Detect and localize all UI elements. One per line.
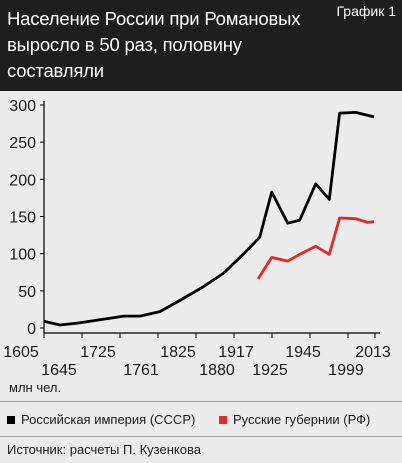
legend-label-rf: Русские губернии (РФ): [233, 412, 370, 427]
x-tick-label-1917: 1917: [218, 344, 254, 361]
x-tick-label-2013: 2013: [355, 344, 391, 361]
chart-title-line-1: Население России при Романовых: [7, 6, 337, 32]
y-tick-label-100: 100: [9, 247, 36, 264]
y-tick-label-300: 300: [9, 98, 36, 115]
y-tick-label-250: 250: [9, 135, 36, 152]
legend-item-empire: Российская империя (СССР): [7, 412, 195, 427]
legend-swatch-red: [219, 416, 227, 424]
y-tick-label-50: 50: [18, 284, 36, 301]
x-tick-label-1725: 1725: [80, 344, 116, 361]
x-tick-label-1605: 1605: [3, 344, 39, 361]
source-footer: Источник: расчеты П. Кузенкова: [0, 436, 402, 463]
chart-number-label: График 1: [336, 3, 396, 19]
y-tick-label-150: 150: [9, 210, 36, 227]
chart-title-line-2: выросло в 50 раз, половину составляли: [7, 32, 337, 84]
legend-item-rf: Русские губернии (РФ): [219, 412, 370, 427]
source-text: Источник: расчеты П. Кузенкова: [7, 442, 201, 457]
legend-swatch-black: [7, 416, 15, 424]
chart-header: Население России при Романовых выросло в…: [0, 0, 402, 91]
x-tick-label-1645: 1645: [41, 362, 77, 379]
plot-area: 0 50 100 150 200 250 300 1605 1725 1825 1917 1945 20…: [0, 91, 402, 401]
x-tick-label-1925: 1925: [252, 362, 288, 379]
y-tick-label-200: 200: [9, 172, 36, 189]
line-chart: 0 50 100 150 200 250 300 1605 1725 1825 1917 1945 20…: [0, 91, 402, 401]
series-line-0: [44, 112, 374, 325]
x-tick-label-1880: 1880: [199, 362, 235, 379]
y-axis-unit-label: млн чел.: [9, 380, 61, 395]
x-tick-label-1761: 1761: [123, 362, 159, 379]
x-tick-label-1945: 1945: [285, 344, 321, 361]
legend-label-empire: Российская империя (СССР): [21, 412, 195, 427]
legend: Российская империя (СССР) Русские губерн…: [0, 401, 402, 436]
series-line-1: [258, 218, 374, 279]
y-tick-label-0: 0: [27, 321, 36, 338]
x-tick-label-1999: 1999: [328, 362, 364, 379]
x-tick-label-1825: 1825: [160, 344, 196, 361]
